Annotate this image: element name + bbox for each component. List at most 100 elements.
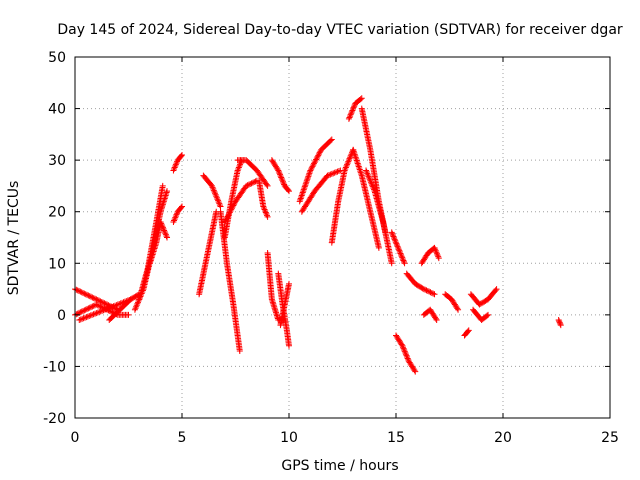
- data-point: [100, 299, 107, 306]
- data-point: [279, 178, 286, 185]
- data-point: [398, 253, 405, 260]
- data-point: [396, 249, 403, 256]
- data-point: [114, 301, 121, 308]
- data-point: [262, 209, 269, 216]
- series-peak-5: [170, 151, 185, 174]
- series-rise-1: [136, 182, 166, 303]
- data-point: [299, 189, 306, 196]
- data-point: [431, 244, 438, 251]
- data-point: [435, 255, 442, 262]
- data-point: [310, 161, 317, 168]
- data-point: [158, 221, 165, 228]
- data-point: [355, 163, 362, 170]
- series-fall-6: [196, 208, 220, 298]
- data-point: [226, 210, 233, 217]
- data-point: [485, 311, 492, 318]
- data-point: [328, 136, 335, 143]
- data-point: [346, 155, 353, 162]
- data-point: [138, 291, 145, 298]
- data-point: [306, 170, 313, 177]
- y-tick-label: 30: [48, 153, 66, 169]
- data-point: [343, 163, 350, 170]
- data-point: [260, 203, 267, 210]
- data-point: [345, 158, 352, 165]
- data-point: [216, 202, 223, 209]
- data-point: [304, 176, 311, 183]
- plot-frame: [74, 56, 611, 419]
- data-point: [342, 165, 349, 172]
- data-point: [423, 287, 430, 294]
- data-point: [424, 288, 431, 295]
- data-point: [353, 157, 360, 164]
- data-point: [275, 168, 282, 175]
- data-point: [136, 294, 143, 301]
- x-tick-label: 15: [387, 430, 405, 446]
- data-point: [348, 108, 355, 115]
- series-up-10: [277, 280, 292, 329]
- data-point: [300, 186, 307, 193]
- data-point: [303, 179, 310, 186]
- data-point: [309, 163, 316, 170]
- data-point: [348, 110, 355, 117]
- data-point: [90, 302, 97, 309]
- data-point: [138, 290, 145, 297]
- data-point: [83, 314, 90, 321]
- x-axis-label: GPS time / hours: [281, 458, 398, 474]
- data-point: [174, 210, 181, 217]
- data-point: [422, 286, 429, 293]
- data-point: [210, 185, 217, 192]
- data-point: [306, 168, 313, 175]
- data-point: [327, 137, 334, 144]
- data-point: [136, 296, 143, 303]
- data-point: [162, 231, 169, 238]
- data-point: [172, 161, 179, 168]
- data-point: [389, 232, 396, 239]
- data-point: [303, 177, 310, 184]
- series-peak-13: [345, 95, 365, 122]
- data-point: [315, 152, 322, 159]
- series-band-8: [221, 177, 260, 226]
- data-point: [236, 163, 243, 170]
- data-point: [555, 317, 562, 324]
- data-point: [76, 288, 83, 295]
- data-point: [427, 289, 434, 296]
- data-point: [375, 244, 382, 251]
- data-point: [399, 256, 406, 263]
- data-point: [349, 107, 356, 114]
- data-point: [99, 307, 106, 314]
- data-point: [164, 234, 171, 241]
- data-point: [347, 154, 354, 161]
- data-point: [106, 304, 113, 311]
- data-point: [454, 305, 461, 312]
- series-s-6: [200, 172, 224, 210]
- data-point: [94, 302, 101, 309]
- data-point: [79, 315, 86, 322]
- series-low-15: [393, 332, 419, 375]
- data-point: [314, 153, 321, 160]
- data-point: [94, 297, 101, 304]
- data-point: [364, 170, 371, 177]
- series-up-12: [328, 146, 357, 246]
- data-point: [366, 176, 373, 183]
- data-point: [557, 322, 564, 329]
- data-point: [110, 303, 117, 310]
- data-point: [328, 170, 335, 177]
- data-point: [308, 166, 315, 173]
- series-fall-14: [363, 167, 395, 267]
- data-point: [353, 155, 360, 162]
- series-up-7: [221, 157, 245, 241]
- data-point: [91, 310, 98, 317]
- data-point: [426, 288, 433, 295]
- data-point: [236, 347, 243, 354]
- data-point: [433, 249, 440, 256]
- data-point: [304, 174, 311, 181]
- data-point: [96, 308, 103, 315]
- data-point: [432, 315, 439, 322]
- data-point: [93, 301, 100, 308]
- data-point: [400, 345, 407, 352]
- data-point: [82, 291, 89, 298]
- data-point: [393, 240, 400, 247]
- data-point: [344, 160, 351, 167]
- data-point: [310, 160, 317, 167]
- data-point: [230, 202, 237, 209]
